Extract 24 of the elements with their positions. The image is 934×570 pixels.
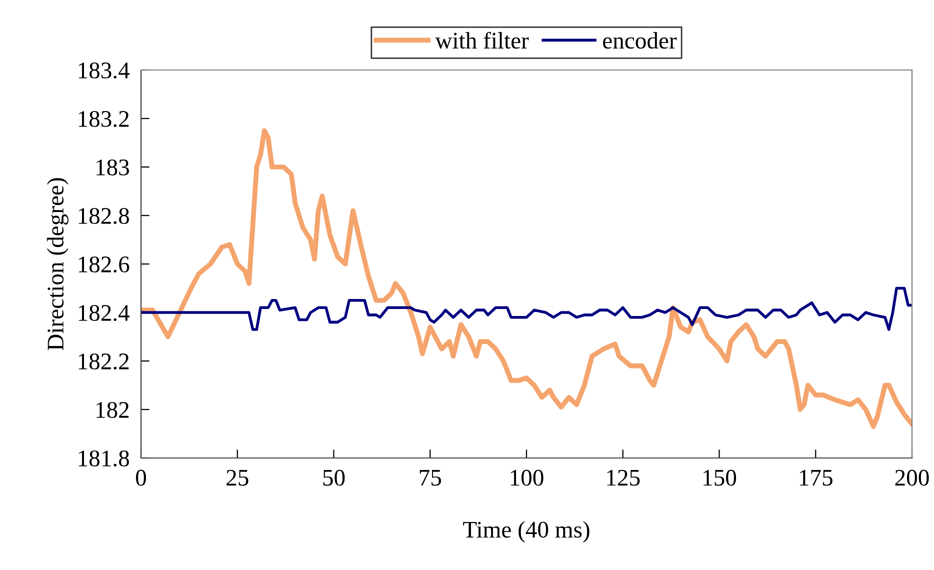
x-axis-title: Time (40 ms) xyxy=(463,521,590,542)
x-tick-label: 75 xyxy=(420,470,442,486)
y-axis-title: Direction (degree) xyxy=(46,178,68,350)
y-tick-label: 183.4 xyxy=(78,62,130,79)
x-tick-label: 100 xyxy=(510,470,544,486)
x-tick-label: 50 xyxy=(323,470,345,486)
y-tick-label: 183.2 xyxy=(78,110,129,128)
y-tick-label: 182.4 xyxy=(78,304,130,322)
legend-label: encoder xyxy=(603,32,677,49)
x-tick-label: 200 xyxy=(895,470,929,486)
line-series xyxy=(141,286,912,331)
x-tick-label: 175 xyxy=(800,470,832,486)
legend-label: with filter xyxy=(435,32,529,49)
y-tick-label: 181.8 xyxy=(78,450,129,467)
x-tick-label: 125 xyxy=(607,470,640,486)
y-tick-label: 182.2 xyxy=(78,353,129,370)
x-tick-label: 0 xyxy=(136,470,146,486)
y-tick-label: 182.8 xyxy=(78,208,129,224)
line-series xyxy=(141,128,912,429)
y-tick-label: 183 xyxy=(96,159,129,176)
y-tick-label: 182 xyxy=(96,402,129,418)
y-tick-label: 182.6 xyxy=(78,256,130,273)
x-tick-label: 150 xyxy=(704,470,736,486)
x-tick-label: 25 xyxy=(226,470,248,486)
